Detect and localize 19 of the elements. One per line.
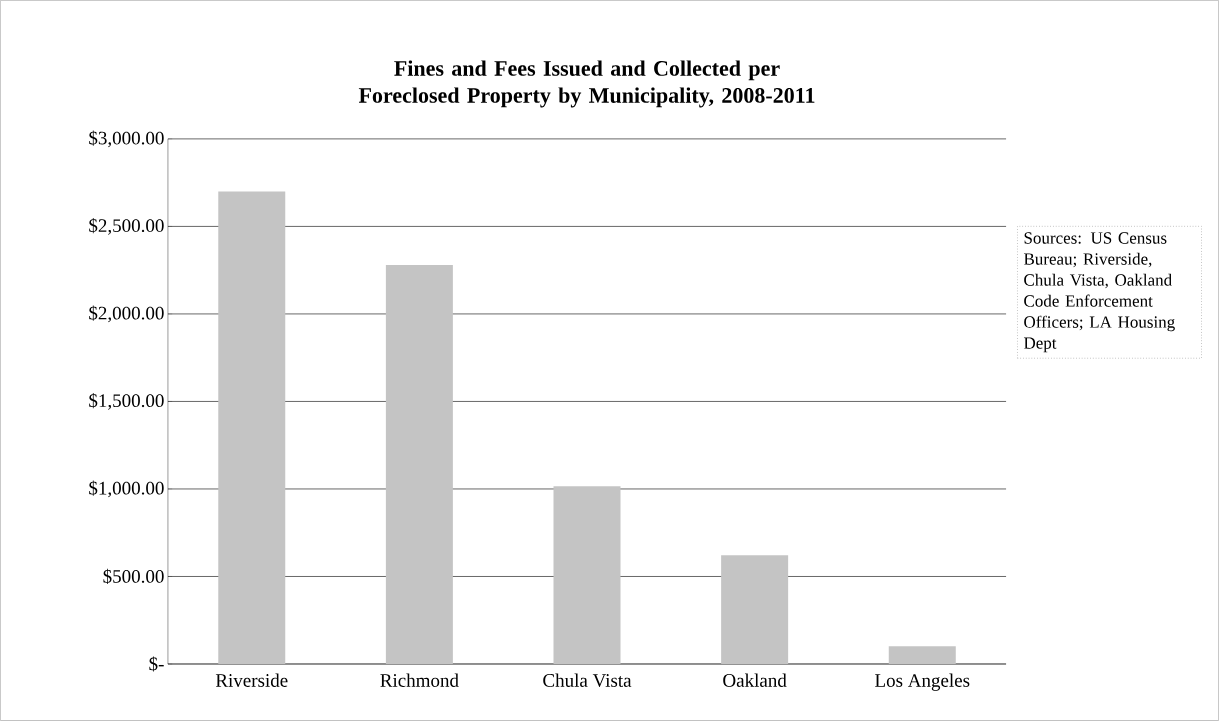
chart-title: Fines and Fees Issued and Collected per Foreclosed Property by Municipality, 2008-2011 [358,60,815,108]
y-tick-label: $3,000.00 [89,130,164,148]
y-tick-label: $1,000.00 [89,480,164,498]
bar [721,555,789,665]
bar [553,486,621,665]
source-note: Sources: US Census Bureau; Riverside, Chula Vista, Oakland Code Enforcement Officers; LA Housing Dept [1023,232,1175,353]
bar [218,191,286,665]
x-tick-label: Oakland [723,673,787,687]
x-tick-label: Chula Vista [543,673,632,688]
y-tick-label: $500.00 [103,568,164,585]
x-tick-label: Riverside [215,673,288,687]
x-tick-label: Los Angeles [875,673,970,691]
bar [888,646,956,665]
y-tick-label: $1,500.00 [89,393,164,410]
y-tick-label: $- [149,656,164,672]
x-tick-label: Richmond [380,673,459,687]
y-tick-label: $2,500.00 [89,218,164,235]
bar [385,264,453,665]
y-tick-label: $2,000.00 [89,305,164,323]
